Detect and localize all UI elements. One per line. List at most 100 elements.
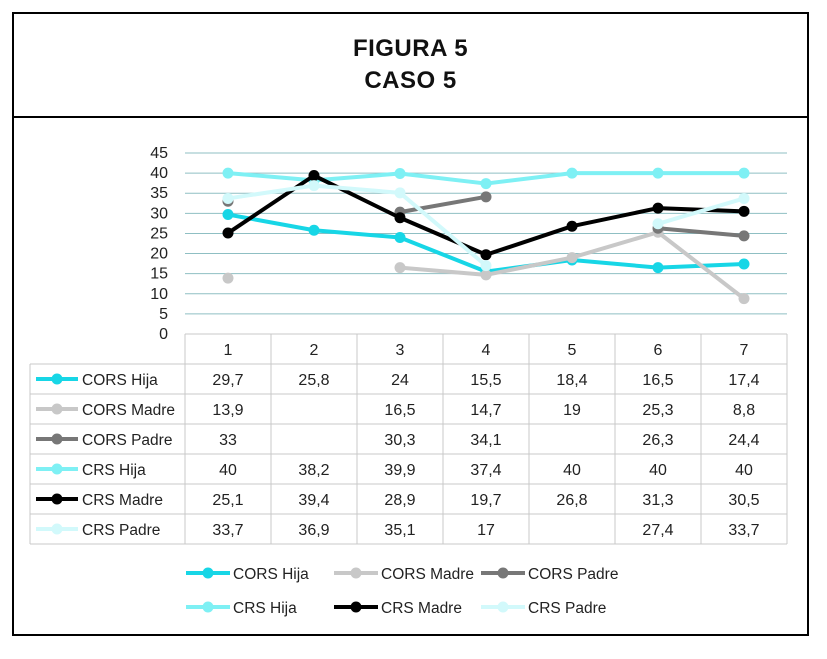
legend-marker [497, 567, 509, 579]
data-point [222, 209, 234, 221]
figure-subtitle: CASO 5 [364, 67, 457, 94]
legend-marker [497, 601, 509, 613]
data-point [394, 262, 406, 274]
table-cell: 25,8 [298, 372, 329, 389]
data-point [566, 252, 578, 264]
table-cell: 26,8 [556, 492, 587, 509]
table-series-name: CRS Madre [82, 492, 163, 509]
table-cell: 17,4 [728, 372, 759, 389]
y-tick-label: 40 [150, 165, 168, 182]
table-cell: 33,7 [212, 522, 243, 539]
table-cell: 33 [219, 432, 237, 449]
data-point [738, 192, 750, 204]
x-tick-label: 3 [396, 342, 405, 359]
y-tick-label: 15 [150, 266, 168, 283]
data-point [738, 293, 750, 305]
legend-label: CRS Padre [528, 600, 606, 617]
table-legend-marker [51, 493, 63, 505]
table-cell: 31,3 [642, 492, 673, 509]
x-tick-label: 2 [310, 342, 319, 359]
data-point [394, 231, 406, 243]
y-tick-label: 25 [150, 225, 168, 242]
data-point [222, 227, 234, 239]
table-series-name: CRS Padre [82, 522, 160, 539]
table-cell: 27,4 [642, 522, 673, 539]
table-cell: 29,7 [212, 372, 243, 389]
table-legend-marker [51, 433, 63, 445]
legend-label: CRS Madre [381, 600, 462, 617]
data-point [394, 212, 406, 224]
table-series-name: CORS Hija [82, 372, 158, 389]
figure-title: FIGURA 5 [352, 35, 469, 62]
table-cell: 40 [735, 462, 753, 479]
table-series-name: CORS Madre [82, 402, 175, 419]
table-cell: 30,5 [728, 492, 759, 509]
legend-marker [202, 567, 214, 579]
table-cell: 28,9 [384, 492, 415, 509]
legend-label: CRS Hija [233, 600, 297, 617]
legend-label: CORS Hija [233, 566, 309, 583]
series-line [657, 226, 745, 238]
x-tick-label: 6 [654, 342, 663, 359]
data-point [394, 168, 406, 180]
table-cell: 25,1 [212, 492, 243, 509]
table-cell: 14,7 [470, 402, 501, 419]
table-cell: 24,4 [728, 432, 759, 449]
data-point [738, 205, 750, 217]
table-cell: 19,7 [470, 492, 501, 509]
table-series-name: CRS Hija [82, 462, 146, 479]
x-tick-label: 4 [482, 342, 491, 359]
figure-header: FIGURA 5 CASO 5 [14, 14, 807, 118]
table-cell: 39,9 [384, 462, 415, 479]
table-legend-marker [51, 523, 63, 535]
legend-marker [350, 601, 362, 613]
y-tick-label: 5 [159, 306, 168, 323]
data-point [652, 202, 664, 214]
series-line [657, 196, 745, 226]
table-cell: 8,8 [733, 402, 755, 419]
y-tick-label: 20 [150, 246, 168, 263]
table-cell: 33,7 [728, 522, 759, 539]
series-line [227, 183, 488, 268]
y-tick-label: 10 [150, 286, 168, 303]
table-cell: 37,4 [470, 462, 501, 479]
table-cell: 30,3 [384, 432, 415, 449]
table-cell: 39,4 [298, 492, 329, 509]
data-point [308, 180, 320, 192]
data-point [652, 262, 664, 274]
data-point [738, 230, 750, 242]
table-series-name: CORS Padre [82, 432, 172, 449]
legend-label: CORS Madre [381, 566, 474, 583]
data-point [222, 192, 234, 204]
table-cell: 15,5 [470, 372, 501, 389]
y-tick-label: 45 [150, 145, 168, 162]
x-tick-label: 7 [740, 342, 749, 359]
data-point [308, 224, 320, 236]
table-cell: 34,1 [470, 432, 501, 449]
table-legend-marker [51, 403, 63, 415]
data-point [652, 218, 664, 230]
table-cell: 16,5 [384, 402, 415, 419]
legend-marker [202, 601, 214, 613]
data-point [480, 260, 492, 272]
legend-label: CORS Padre [528, 566, 618, 583]
data-point [222, 272, 234, 284]
table-cell: 38,2 [298, 462, 329, 479]
table-cell: 36,9 [298, 522, 329, 539]
data-point [394, 187, 406, 199]
data-point [566, 220, 578, 232]
table-cell: 35,1 [384, 522, 415, 539]
table-legend-marker [51, 463, 63, 475]
data-point [738, 167, 750, 179]
data-point [738, 258, 750, 270]
data-point [480, 269, 492, 281]
table-cell: 16,5 [642, 372, 673, 389]
table-cell: 25,3 [642, 402, 673, 419]
x-tick-label: 5 [568, 342, 577, 359]
legend-marker [350, 567, 362, 579]
table-cell: 19 [563, 402, 581, 419]
table-cell: 40 [563, 462, 581, 479]
data-point [566, 167, 578, 179]
data-point [222, 167, 234, 179]
